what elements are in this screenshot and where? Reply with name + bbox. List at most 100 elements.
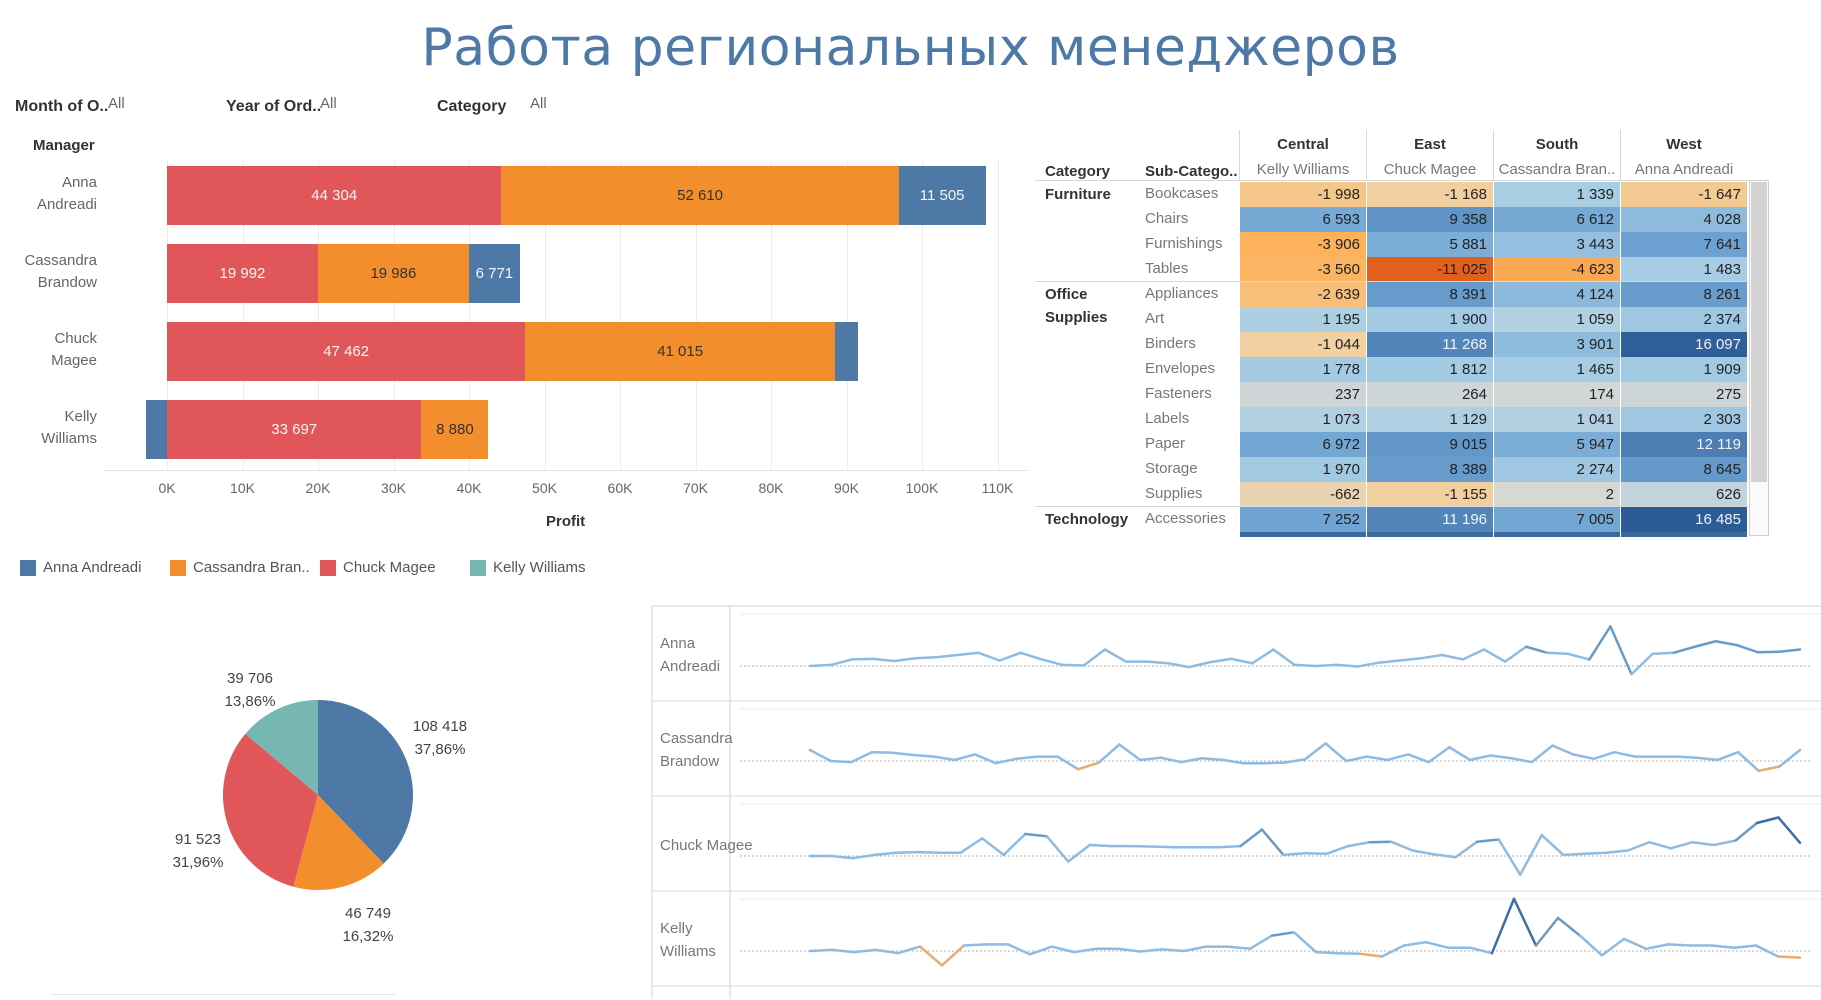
table-cell[interactable]: 1 041 bbox=[1494, 407, 1620, 432]
table-subcategory-label[interactable]: Envelopes bbox=[1145, 360, 1216, 377]
table-subcategory-label[interactable]: Paper bbox=[1145, 435, 1186, 452]
pie-slice[interactable] bbox=[223, 733, 318, 887]
table-scrollbar-thumb[interactable] bbox=[1751, 182, 1767, 482]
table-subcategory-label[interactable]: Appliances bbox=[1145, 285, 1219, 302]
table-cell[interactable]: 275 bbox=[1621, 382, 1747, 407]
table-cell[interactable]: 16 485 bbox=[1621, 507, 1747, 532]
legend-label-anna[interactable]: Anna Andreadi bbox=[43, 559, 142, 576]
table-cell[interactable]: 6 593 bbox=[1240, 207, 1366, 232]
table-cell[interactable]: 1 465 bbox=[1494, 357, 1620, 382]
table-cell[interactable]: -3 560 bbox=[1240, 257, 1366, 282]
table-subcategory-label[interactable]: Tables bbox=[1145, 260, 1189, 277]
table-cell[interactable]: 1 195 bbox=[1240, 307, 1366, 332]
table-cell[interactable]: -4 623 bbox=[1494, 257, 1620, 282]
bar-segment[interactable]: 19 992 bbox=[167, 244, 318, 303]
table-cell[interactable]: 626 bbox=[1621, 482, 1747, 507]
bar-segment[interactable]: 47 462 bbox=[167, 322, 526, 381]
table-cell[interactable]: 1 073 bbox=[1240, 407, 1366, 432]
table-cell[interactable]: 1 900 bbox=[1367, 307, 1493, 332]
bar-segment[interactable]: 52 610 bbox=[501, 166, 899, 225]
bar-segment[interactable]: 41 015 bbox=[525, 322, 835, 381]
legend-swatch-cassandra[interactable] bbox=[170, 560, 186, 576]
legend-label-chuck[interactable]: Chuck Magee bbox=[343, 559, 436, 576]
filter-year-value[interactable]: All bbox=[320, 95, 337, 112]
table-cell[interactable]: 1 812 bbox=[1367, 357, 1493, 382]
bar-segment[interactable] bbox=[145, 400, 167, 459]
legend-label-kelly[interactable]: Kelly Williams bbox=[493, 559, 586, 576]
table-cell[interactable]: 12 119 bbox=[1621, 432, 1747, 457]
table-cell[interactable]: 2 274 bbox=[1494, 457, 1620, 482]
table-cell[interactable]: 2 374 bbox=[1621, 307, 1747, 332]
table-cell[interactable]: 8 645 bbox=[1621, 457, 1747, 482]
legend-swatch-anna[interactable] bbox=[20, 560, 36, 576]
table-cell[interactable]: 8 391 bbox=[1367, 282, 1493, 307]
table-subcategory-label[interactable]: Labels bbox=[1145, 410, 1190, 427]
table-cell[interactable]: 5 881 bbox=[1367, 232, 1493, 257]
table-cell[interactable]: 264 bbox=[1367, 382, 1493, 407]
legend-label-cassandra[interactable]: Cassandra Bran.. bbox=[193, 559, 310, 576]
table-cell[interactable]: -1 998 bbox=[1240, 182, 1366, 207]
table-cell[interactable]: 8 389 bbox=[1367, 457, 1493, 482]
table-cell[interactable]: 1 483 bbox=[1621, 257, 1747, 282]
table-cell[interactable]: 174 bbox=[1494, 382, 1620, 407]
table-subcategory-label[interactable]: Bookcases bbox=[1145, 185, 1219, 202]
table-cell[interactable]: -1 647 bbox=[1621, 182, 1747, 207]
table-cell[interactable]: 1 970 bbox=[1240, 457, 1366, 482]
bar-segment[interactable] bbox=[835, 322, 858, 381]
table-cell[interactable]: 7 005 bbox=[1494, 507, 1620, 532]
table-cell[interactable]: -1 044 bbox=[1240, 332, 1366, 357]
table-cell[interactable]: 2 303 bbox=[1621, 407, 1747, 432]
table-cell[interactable]: 1 778 bbox=[1240, 357, 1366, 382]
table-cell[interactable]: 1 129 bbox=[1367, 407, 1493, 432]
bar-segment[interactable]: 44 304 bbox=[167, 166, 502, 225]
table-cell[interactable]: 1 909 bbox=[1621, 357, 1747, 382]
table-cell[interactable]: -1 168 bbox=[1367, 182, 1493, 207]
table-cell[interactable]: 4 124 bbox=[1494, 282, 1620, 307]
table-subcategory-label[interactable]: Chairs bbox=[1145, 210, 1189, 227]
table-region-header[interactable]: Central bbox=[1277, 136, 1329, 153]
legend-swatch-kelly[interactable] bbox=[470, 560, 486, 576]
table-subcategory-label[interactable]: Supplies bbox=[1145, 485, 1203, 502]
table-cell[interactable]: -11 025 bbox=[1367, 257, 1493, 282]
table-cell[interactable]: -3 906 bbox=[1240, 232, 1366, 257]
table-cell[interactable]: 6 972 bbox=[1240, 432, 1366, 457]
table-cell[interactable]: 16 097 bbox=[1621, 332, 1747, 357]
table-cell[interactable]: 7 641 bbox=[1621, 232, 1747, 257]
bar-segment[interactable]: 19 986 bbox=[317, 244, 469, 303]
table-region-header[interactable]: South bbox=[1535, 136, 1579, 153]
table-cell[interactable]: 5 947 bbox=[1494, 432, 1620, 457]
table-cell[interactable]: 237 bbox=[1240, 382, 1366, 407]
table-subcategory-label[interactable]: Art bbox=[1145, 310, 1165, 327]
table-cell[interactable]: 9 358 bbox=[1367, 207, 1493, 232]
table-cell[interactable]: -2 639 bbox=[1240, 282, 1366, 307]
table-cell[interactable]: 11 268 bbox=[1367, 332, 1493, 357]
bar-segment[interactable]: 11 505 bbox=[898, 166, 986, 225]
table-cell[interactable]: 6 612 bbox=[1494, 207, 1620, 232]
table-cell[interactable]: 2 bbox=[1494, 482, 1620, 507]
table-subcategory-label[interactable]: Accessories bbox=[1145, 510, 1226, 527]
table-subcategory-label[interactable]: Storage bbox=[1145, 460, 1198, 477]
table-cell[interactable]: 4 028 bbox=[1621, 207, 1747, 232]
pie-slice[interactable] bbox=[318, 700, 413, 864]
table-cell[interactable]: 9 015 bbox=[1367, 432, 1493, 457]
bar-segment[interactable]: 33 697 bbox=[167, 400, 422, 459]
table-cell[interactable]: 8 261 bbox=[1621, 282, 1747, 307]
table-cell[interactable]: 11 196 bbox=[1367, 507, 1493, 532]
filter-category-value[interactable]: All bbox=[530, 95, 547, 112]
table-region-header[interactable]: West bbox=[1666, 136, 1702, 153]
table-subcategory-label[interactable]: Furnishings bbox=[1145, 235, 1223, 252]
table-cell[interactable]: -662 bbox=[1240, 482, 1366, 507]
table-cell[interactable]: 7 252 bbox=[1240, 507, 1366, 532]
table-cell[interactable]: 1 339 bbox=[1494, 182, 1620, 207]
table-cell[interactable]: 1 059 bbox=[1494, 307, 1620, 332]
table-subcategory-label[interactable]: Fasteners bbox=[1145, 385, 1212, 402]
pie-slice[interactable] bbox=[245, 700, 318, 795]
table-cell[interactable]: 3 443 bbox=[1494, 232, 1620, 257]
table-cell[interactable]: -1 155 bbox=[1367, 482, 1493, 507]
table-cell[interactable]: 3 901 bbox=[1494, 332, 1620, 357]
filter-month-value[interactable]: All bbox=[108, 95, 125, 112]
table-region-header[interactable]: East bbox=[1414, 136, 1446, 153]
legend-swatch-chuck[interactable] bbox=[320, 560, 336, 576]
bar-segment[interactable]: 8 880 bbox=[421, 400, 489, 459]
table-subcategory-label[interactable]: Binders bbox=[1145, 335, 1196, 352]
